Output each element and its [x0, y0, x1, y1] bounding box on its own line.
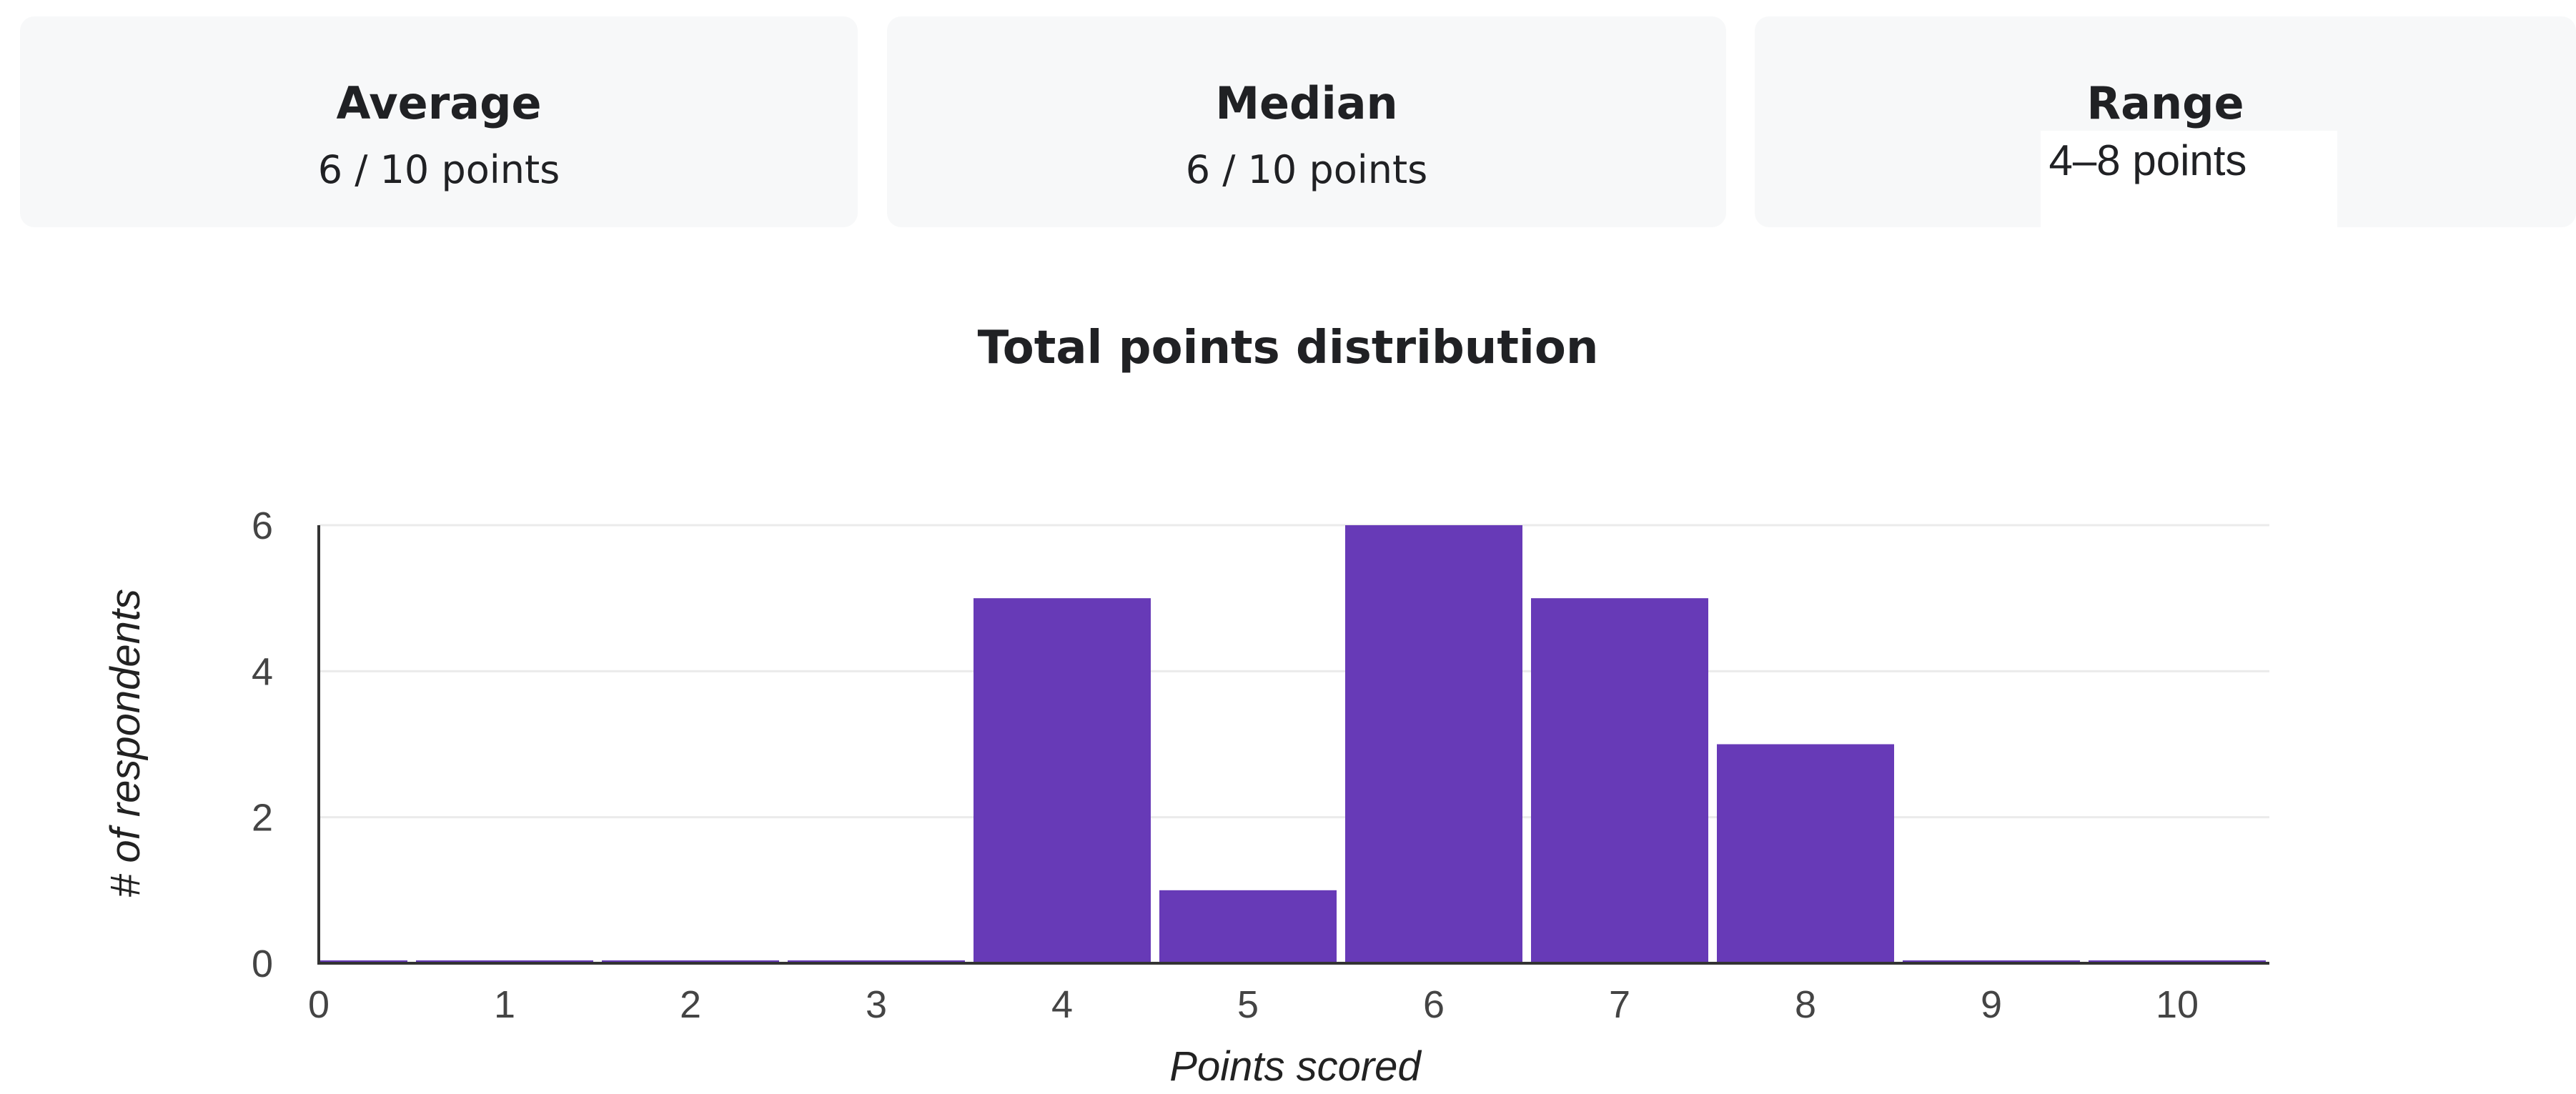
range-value: 4–8 points [2049, 136, 2247, 184]
x-tick-label: 1 [494, 983, 515, 1026]
median-value: 6 / 10 points [1185, 147, 1428, 192]
bar-5 [1159, 890, 1337, 963]
axes [317, 525, 2269, 965]
y-tick-label: 0 [252, 943, 273, 985]
bars [320, 525, 2266, 963]
x-tick-label: 10 [2156, 983, 2199, 1026]
y-tick-label: 2 [252, 797, 273, 840]
median-card: Median 6 / 10 points [887, 16, 1726, 227]
bar-8 [1717, 744, 1894, 963]
x-tick-label: 0 [308, 983, 330, 1026]
range-label: Range [2086, 77, 2244, 129]
tick-labels: 0 2 4 6 0 1 2 3 4 5 6 7 8 9 10 [252, 504, 2199, 1026]
y-axis-title: # of respondents [102, 589, 149, 897]
x-tick-label: 7 [1609, 983, 1630, 1026]
average-value: 6 / 10 points [317, 147, 560, 192]
average-label: Average [336, 77, 542, 129]
y-tick-label: 4 [252, 650, 273, 693]
x-tick-label: 3 [866, 983, 887, 1026]
range-value-backdrop [2041, 131, 2337, 227]
x-tick-label: 2 [680, 983, 701, 1026]
grid-lines [319, 524, 2269, 819]
chart-title: Total points distribution [977, 322, 1599, 374]
x-tick-label: 9 [1981, 983, 2002, 1026]
x-tick-label: 6 [1423, 983, 1445, 1026]
x-axis-title: Points scored [1169, 1043, 1422, 1090]
bar-6 [1345, 525, 1522, 963]
median-label: Median [1215, 77, 1398, 129]
average-card: Average 6 / 10 points [20, 16, 858, 227]
x-tick-label: 8 [1795, 983, 1816, 1026]
bar-7 [1531, 598, 1708, 963]
x-tick-label: 4 [1051, 983, 1073, 1026]
bar-4 [974, 598, 1151, 963]
y-tick-label: 6 [252, 504, 273, 547]
x-tick-label: 5 [1237, 983, 1259, 1026]
